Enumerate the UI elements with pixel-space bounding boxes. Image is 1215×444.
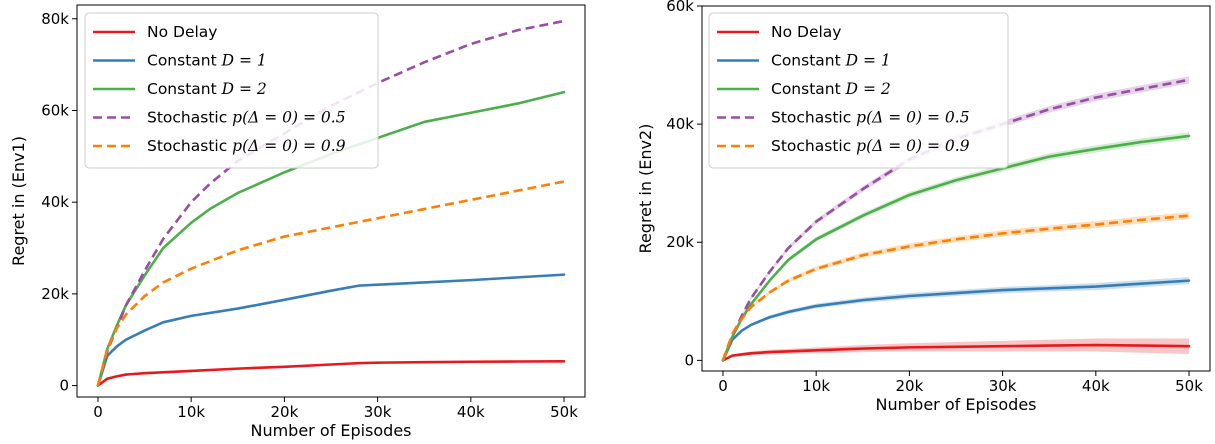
- series-line-3: [96, 19, 565, 386]
- y-tick-label: 20k: [666, 233, 694, 251]
- legend-label-3: Stochastic p(Δ = 0) = 0.5: [147, 109, 346, 127]
- x-tick-label: 20k: [271, 403, 299, 421]
- legend-label-0: No Delay: [147, 23, 217, 41]
- y-tick-label: 60k: [666, 0, 694, 15]
- x-tick-label: 10k: [802, 377, 830, 395]
- x-axis-label: Number of Episodes: [875, 395, 1036, 414]
- series-band-2: [722, 132, 1190, 361]
- chart-panel-env1: 0 10k 20k 30k 40k 50k 0 20k 40k 60k 80k Number of E…: [9, 4, 586, 440]
- legend-label-3: Stochastic p(Δ = 0) = 0.5: [771, 109, 970, 127]
- legend-label-1: Constant D = 1: [771, 52, 891, 70]
- x-tick-label: 0: [93, 403, 103, 421]
- legend-label-1: Constant D = 1: [147, 52, 267, 70]
- plot-frame: [701, 5, 1211, 372]
- legend-label-0: No Delay: [771, 23, 841, 41]
- x-tick-label: 40k: [457, 403, 485, 421]
- x-tick-label: 10k: [177, 403, 205, 421]
- series-line-1: [721, 279, 1191, 362]
- x-tick-label: 30k: [989, 377, 1017, 395]
- series-line-4: [96, 180, 565, 386]
- y-axis-label: Regret in (Env2): [636, 124, 655, 254]
- x-tick-label: 50k: [550, 403, 578, 421]
- series-band-4: [722, 212, 1190, 361]
- series-line-3: [721, 78, 1190, 361]
- y-tick-label: 0: [684, 351, 694, 369]
- x-tick-label: 50k: [1175, 377, 1203, 395]
- series-line-2: [721, 134, 1191, 362]
- y-tick-label: 40k: [41, 193, 69, 211]
- legend-label-2: Constant D = 2: [147, 80, 267, 98]
- x-tick-label: 40k: [1082, 377, 1110, 395]
- y-tick-label: 80k: [41, 10, 69, 28]
- y-tick-label: 0: [59, 377, 69, 395]
- legend-label-4: Stochastic p(Δ = 0) = 0.9: [771, 137, 970, 155]
- chart-panel-env2: 0 10k 20k 30k 40k 50k 0 20k 40k 60k Number of Epis…: [636, 0, 1211, 414]
- series-line-1: [96, 273, 566, 387]
- series-line-0: [721, 343, 1191, 362]
- y-axis-label: Regret in (Env1): [9, 136, 28, 266]
- series-line-0: [96, 359, 566, 387]
- x-tick-label: 20k: [896, 377, 924, 395]
- x-tick-label: 0: [718, 377, 728, 395]
- y-tick-label: 60k: [41, 101, 69, 119]
- y-tick-label: 40k: [666, 115, 694, 133]
- series-line-4: [721, 214, 1190, 361]
- x-axis-label: Number of Episodes: [250, 421, 411, 440]
- legend-label-4: Stochastic p(Δ = 0) = 0.9: [147, 137, 346, 155]
- series-band-0: [722, 338, 1190, 361]
- legend-label-2: Constant D = 2: [771, 80, 891, 98]
- legend-box: [708, 12, 1009, 169]
- y-tick-label: 20k: [41, 285, 69, 303]
- x-tick-label: 30k: [364, 403, 392, 421]
- legend-box: [84, 12, 379, 169]
- plot-frame: [76, 4, 586, 398]
